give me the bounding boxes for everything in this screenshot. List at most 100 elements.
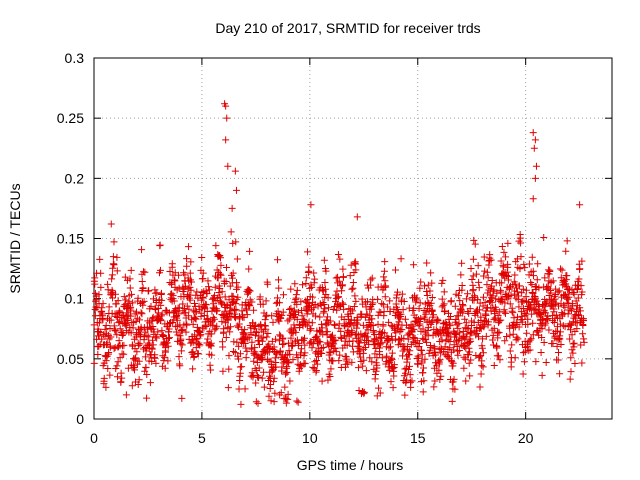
data-point bbox=[415, 339, 423, 347]
data-point bbox=[465, 359, 473, 367]
data-point bbox=[126, 275, 134, 283]
data-point bbox=[193, 323, 201, 331]
data-point bbox=[438, 336, 446, 344]
data-point bbox=[90, 359, 98, 367]
data-point bbox=[130, 366, 138, 374]
data-point bbox=[435, 357, 443, 365]
data-point bbox=[554, 288, 562, 296]
data-point bbox=[568, 321, 576, 329]
data-point bbox=[567, 368, 575, 376]
data-point bbox=[505, 273, 513, 281]
data-point bbox=[268, 367, 276, 375]
data-point bbox=[535, 302, 543, 310]
data-point bbox=[287, 285, 295, 293]
data-point bbox=[369, 299, 377, 307]
data-point bbox=[171, 277, 179, 285]
data-point bbox=[419, 334, 427, 342]
data-point bbox=[418, 347, 426, 355]
data-point bbox=[550, 318, 558, 326]
data-point bbox=[452, 331, 460, 339]
data-point bbox=[520, 358, 528, 366]
data-point bbox=[354, 364, 362, 372]
data-point bbox=[116, 308, 124, 316]
data-point bbox=[190, 352, 198, 360]
data-point bbox=[276, 347, 284, 355]
data-point bbox=[428, 293, 436, 301]
data-point bbox=[459, 309, 467, 317]
data-point bbox=[346, 320, 354, 328]
data-point bbox=[293, 315, 301, 323]
data-point bbox=[504, 263, 512, 271]
data-point bbox=[264, 280, 272, 288]
data-point bbox=[116, 318, 124, 326]
data-point bbox=[156, 266, 164, 274]
data-point bbox=[401, 365, 409, 373]
data-point bbox=[146, 379, 154, 387]
data-point bbox=[226, 323, 234, 331]
data-point bbox=[436, 375, 444, 383]
data-point bbox=[335, 357, 343, 365]
data-point bbox=[555, 287, 563, 295]
data-point bbox=[360, 356, 368, 364]
data-point bbox=[326, 372, 334, 380]
data-point bbox=[187, 286, 195, 294]
data-point bbox=[466, 305, 474, 313]
data-point bbox=[116, 354, 124, 362]
data-point bbox=[304, 307, 312, 315]
data-point bbox=[533, 297, 541, 305]
data-point bbox=[187, 339, 195, 347]
data-point bbox=[545, 326, 553, 334]
data-point bbox=[127, 312, 135, 320]
data-point bbox=[252, 379, 260, 387]
data-point bbox=[289, 356, 297, 364]
data-point bbox=[492, 295, 500, 303]
data-point bbox=[487, 256, 495, 264]
data-point bbox=[496, 356, 504, 364]
data-point bbox=[117, 369, 125, 377]
data-point bbox=[213, 322, 221, 330]
data-point bbox=[277, 314, 285, 322]
data-point bbox=[293, 397, 301, 405]
data-point bbox=[380, 273, 388, 281]
data-point bbox=[114, 373, 122, 381]
data-point bbox=[407, 321, 415, 329]
data-point bbox=[466, 372, 474, 380]
data-point bbox=[337, 333, 345, 341]
data-point bbox=[471, 240, 479, 248]
data-points bbox=[90, 100, 588, 408]
data-point bbox=[182, 328, 190, 336]
data-point bbox=[175, 284, 183, 292]
data-point bbox=[543, 285, 551, 293]
data-point bbox=[557, 265, 565, 273]
data-point bbox=[454, 324, 462, 332]
data-point bbox=[161, 353, 169, 361]
data-point bbox=[501, 337, 509, 345]
data-point bbox=[172, 328, 180, 336]
data-point bbox=[479, 335, 487, 343]
data-point bbox=[285, 359, 293, 367]
data-point bbox=[455, 319, 463, 327]
data-point bbox=[348, 358, 356, 366]
data-point bbox=[514, 292, 522, 300]
data-point bbox=[189, 365, 197, 373]
data-point bbox=[311, 275, 319, 283]
data-point bbox=[410, 261, 418, 269]
data-point bbox=[462, 333, 470, 341]
data-point bbox=[554, 356, 562, 364]
data-point bbox=[557, 340, 565, 348]
data-point bbox=[113, 331, 121, 339]
data-point bbox=[324, 313, 332, 321]
data-point bbox=[127, 266, 135, 274]
data-point bbox=[109, 264, 117, 272]
data-point bbox=[561, 303, 569, 311]
data-point bbox=[236, 350, 244, 358]
data-point bbox=[495, 329, 503, 337]
data-point bbox=[549, 339, 557, 347]
data-point bbox=[194, 350, 202, 358]
data-point bbox=[490, 286, 498, 294]
data-point bbox=[535, 284, 543, 292]
data-point bbox=[458, 301, 466, 309]
data-point bbox=[489, 331, 497, 339]
data-point bbox=[224, 316, 232, 324]
